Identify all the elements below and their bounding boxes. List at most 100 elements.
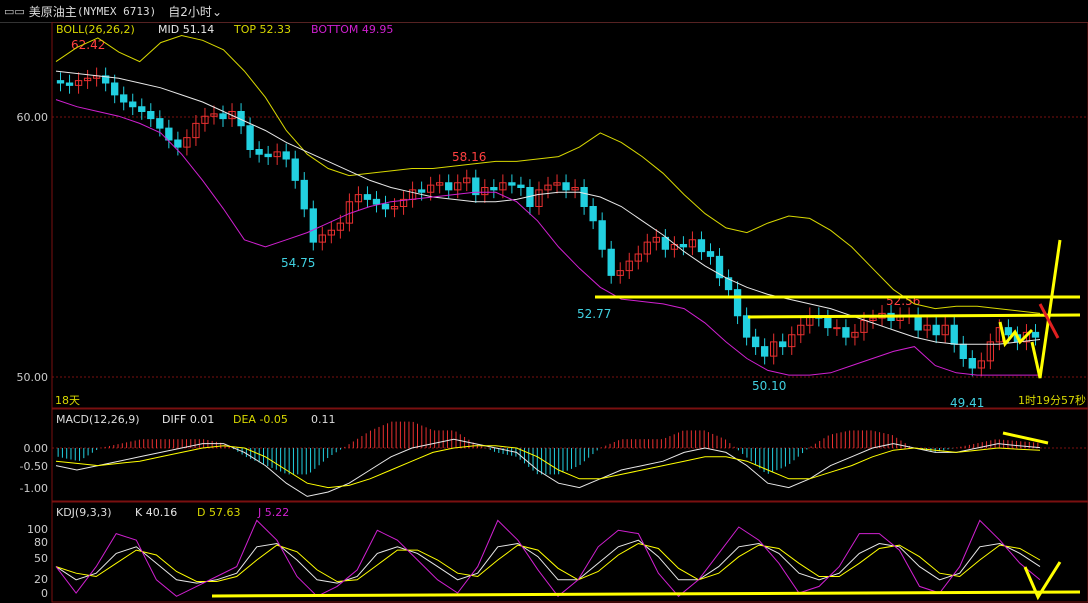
kdj-y-0: 0	[41, 587, 48, 600]
candle-down	[237, 111, 245, 127]
chevron-down-icon: ⌄	[211, 4, 222, 19]
macd-legend-name[interactable]: MACD(12,26,9)	[56, 413, 140, 426]
candle-down	[165, 127, 173, 141]
candle-down	[950, 324, 958, 345]
candle-down	[751, 336, 760, 348]
candle-down	[111, 82, 119, 96]
candle-up	[923, 324, 931, 331]
candle-down	[715, 255, 724, 279]
candle-up	[327, 229, 335, 236]
annotation-red-arrow[interactable]	[1038, 303, 1060, 339]
price-label-54-75: 54.75	[281, 256, 315, 270]
annotation-macd-arrow[interactable]	[1002, 431, 1049, 445]
candle-down	[472, 177, 480, 196]
kdj-legend-d: D 57.63	[197, 506, 240, 519]
annotation-support-line-lower[interactable]	[747, 313, 1081, 319]
candle-down	[589, 206, 597, 222]
window-icon[interactable]: ▭▭	[4, 4, 25, 18]
kdj-legend-j: J 5.22	[257, 506, 289, 519]
candle-down	[607, 248, 615, 276]
candle-up	[851, 331, 859, 338]
boll-legend-bottom: BOTTOM 49.95	[311, 23, 393, 36]
price-label-52-77: 52.77	[577, 307, 611, 321]
kdj-j-line	[55, 519, 1041, 598]
candle-down	[381, 203, 390, 210]
candle-down	[246, 125, 254, 150]
main-panel-frame	[51, 22, 1088, 409]
candle-up	[201, 115, 209, 124]
annotation-bottom-line[interactable]	[211, 590, 1081, 598]
candle-up	[354, 194, 363, 203]
price-label-50-10: 50.10	[752, 379, 786, 393]
candle-up	[463, 177, 471, 184]
candle-down	[101, 75, 110, 84]
annotation-v-path[interactable]	[1030, 239, 1062, 379]
kdj-y-20: 20	[34, 573, 48, 586]
candle-up	[544, 184, 552, 191]
candle-up	[228, 111, 236, 120]
macd-panel-frame	[51, 408, 1088, 502]
candle-down	[842, 327, 850, 338]
candle-up	[625, 260, 633, 272]
price-label-49-41: 49.41	[950, 396, 984, 410]
candle-up	[643, 241, 651, 255]
annotation-kdj-v[interactable]	[1023, 561, 1062, 601]
candle-up	[336, 222, 345, 231]
kdj-y-50: 50	[34, 552, 48, 565]
y-label-60: 60.00	[17, 111, 49, 124]
footer-right-timer: 1时19分57秒	[1018, 393, 1086, 407]
candle-down	[824, 317, 832, 329]
candle-down	[309, 208, 317, 243]
title-bar: ▭▭ 美原油主 (NYMEX 6713) 自2小时⌄	[0, 0, 1088, 23]
candle-up	[192, 122, 200, 139]
candle-down	[968, 358, 976, 369]
candle-down	[56, 80, 65, 84]
candle-down	[742, 315, 751, 338]
kdj-y-80: 80	[34, 536, 48, 549]
candle-up	[210, 113, 218, 117]
kdj-panel-frame	[51, 501, 1088, 603]
kdj-y-100: 100	[27, 523, 48, 536]
y-label-50: 50.00	[17, 371, 49, 384]
candle-up	[571, 187, 579, 191]
candle-down	[914, 315, 922, 331]
candle-down	[959, 343, 967, 359]
chart-canvas[interactable]: BOLL(26,26,2) MID 51.14 TOP 52.33 BOTTOM…	[0, 22, 1088, 603]
boll-bottom-line	[55, 99, 1040, 376]
candle-down	[598, 220, 606, 250]
candle-up	[318, 234, 326, 243]
candle-down	[761, 346, 769, 357]
candle-down	[1031, 331, 1040, 338]
boll-legend-name[interactable]: BOLL(26,26,2)	[56, 23, 135, 36]
candle-up	[273, 151, 281, 158]
candle-down	[147, 111, 155, 120]
candle-down	[733, 289, 742, 317]
boll-legend-mid: MID 51.14	[158, 23, 214, 36]
candle-down	[562, 182, 570, 191]
candle-down	[517, 184, 525, 188]
candle-down	[65, 82, 74, 86]
candle-down	[282, 151, 290, 160]
candle-up	[436, 182, 444, 186]
annotation-lines[interactable]	[211, 239, 1081, 601]
candle-down	[779, 341, 787, 348]
candle-down	[697, 239, 706, 253]
boll-legend-top: TOP 52.33	[233, 23, 291, 36]
candle-up	[399, 198, 408, 207]
period-select[interactable]: 自2小时⌄	[168, 3, 222, 20]
candle-up	[535, 189, 543, 207]
macd-legend-diff: DIFF 0.01	[162, 413, 214, 426]
price-label-58-16: 58.16	[452, 150, 486, 164]
candle-down	[255, 149, 263, 155]
instrument-code: (NYMEX 6713)	[76, 4, 157, 18]
candle-down	[174, 139, 182, 148]
annotation-bounce-path[interactable]	[998, 321, 1034, 348]
candle-up	[481, 187, 489, 196]
kdj-d-line	[55, 542, 1041, 583]
candle-up	[688, 239, 697, 248]
kdj-legend-k: K 40.16	[135, 506, 177, 519]
kdj-legend-name[interactable]: KDJ(9,3,3)	[56, 506, 112, 519]
macd-legend-value: 0.11	[311, 413, 336, 426]
candle-up	[770, 341, 778, 357]
candle-down	[156, 118, 164, 129]
